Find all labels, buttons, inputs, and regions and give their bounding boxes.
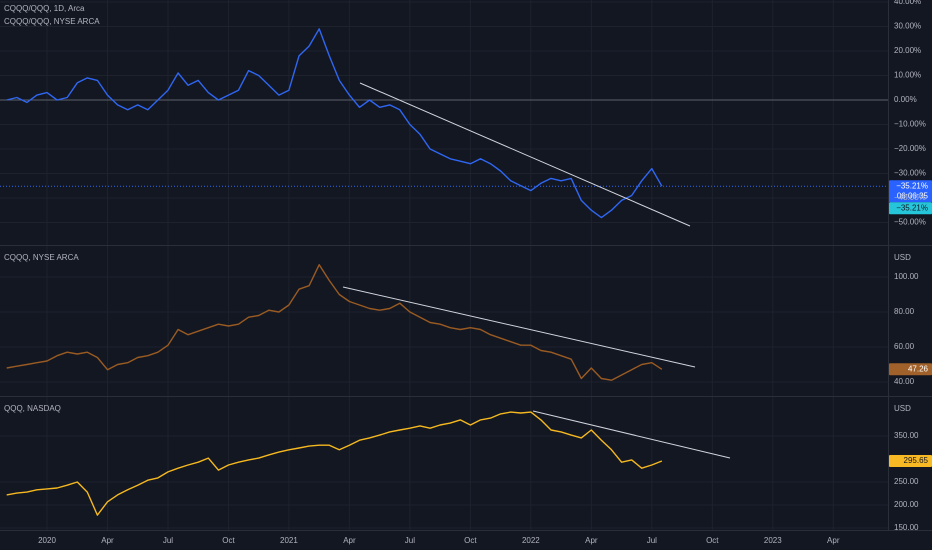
y-tick-label: 0.00% — [894, 95, 917, 104]
y-tick-label: −50.00% — [894, 218, 926, 227]
x-tick-label: Apr — [343, 536, 356, 545]
y-tick-label: −10.00% — [894, 120, 926, 129]
x-tick-label: Oct — [464, 536, 477, 545]
countdown-label: 06:06:35 — [897, 191, 929, 200]
y-tick-label: 100.00 — [894, 272, 919, 281]
y-tick-label: 80.00 — [894, 307, 915, 316]
x-tick-label: 2020 — [38, 536, 56, 545]
last-value-badge — [889, 363, 932, 376]
x-tick-label: Jul — [647, 536, 657, 545]
pane-subtitle: CQQQ/QQQ, NYSE ARCA — [4, 17, 100, 26]
y-tick-label: 10.00% — [894, 71, 921, 80]
trend-line — [359, 82, 691, 227]
last-value-badge-2 — [889, 202, 932, 215]
y-tick-label: 30.00% — [894, 22, 921, 31]
price-line — [6, 264, 663, 381]
y-tick-label: 20.00% — [894, 46, 921, 55]
x-tick-label: Apr — [585, 536, 598, 545]
pane-title: CQQQ, NYSE ARCA — [4, 253, 79, 262]
y-tick-label: 60.00 — [894, 342, 915, 351]
price-line — [6, 28, 663, 219]
last-value-badge — [889, 455, 932, 468]
y-tick-label: 150.00 — [894, 523, 919, 532]
y-tick-label: 250.00 — [894, 477, 919, 486]
x-tick-label: Jul — [163, 536, 173, 545]
unit-label: USD — [894, 253, 911, 262]
last-value-badge — [889, 180, 932, 203]
x-tick-label: Oct — [706, 536, 719, 545]
last-value-label: 295.65 — [904, 456, 929, 465]
x-tick-label: Apr — [827, 536, 840, 545]
last-value-label: 47.26 — [908, 364, 929, 373]
x-tick-label: 2021 — [280, 536, 298, 545]
lines — [0, 28, 888, 516]
y-tick-label: −20.00% — [894, 144, 926, 153]
x-tick-label: 2022 — [522, 536, 540, 545]
price-line — [6, 411, 663, 516]
trend-line — [342, 286, 696, 368]
last-value-label: −35.21% — [896, 181, 928, 190]
pane-title: QQQ, NASDAQ — [4, 404, 61, 413]
trend-line — [532, 410, 731, 459]
y-tick-label: 40.00 — [894, 377, 915, 386]
y-tick-label: −30.00% — [894, 169, 926, 178]
y-tick-label: 200.00 — [894, 500, 919, 509]
pane-title: CQQQ/QQQ, 1D, Arca — [4, 4, 85, 13]
unit-label: USD — [894, 404, 911, 413]
x-tick-label: Oct — [222, 536, 235, 545]
x-tick-label: 2023 — [764, 536, 782, 545]
y-tick-label: −40.00% — [894, 193, 926, 202]
x-tick-label: Jul — [405, 536, 415, 545]
x-tick-label: Apr — [101, 536, 114, 545]
y-tick-label: 40.00% — [894, 0, 921, 6]
grid — [0, 0, 888, 530]
y-tick-label: 350.00 — [894, 431, 919, 440]
last-value-label-2: −35.21% — [896, 203, 928, 212]
